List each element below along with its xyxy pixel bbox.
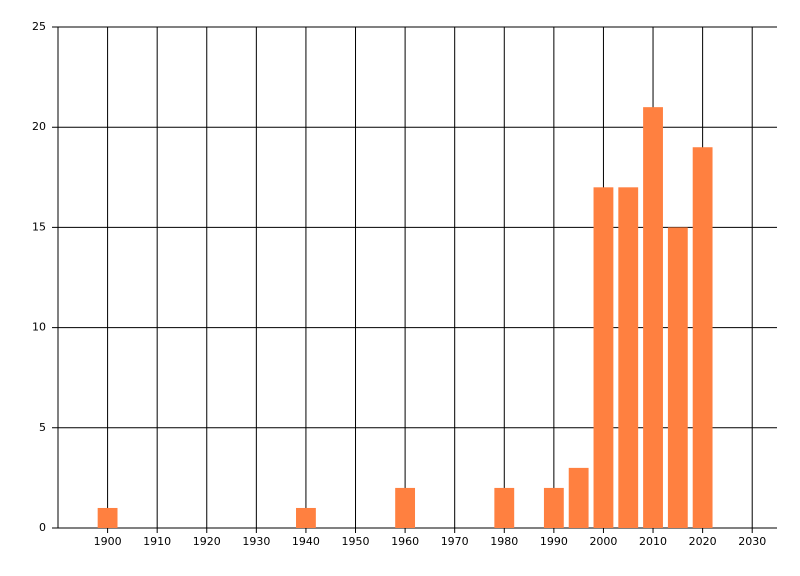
y-tick-label: 20	[32, 120, 46, 133]
bar	[568, 467, 589, 528]
x-tick-label: 1900	[94, 535, 122, 548]
x-tick-label: 1920	[193, 535, 221, 548]
bar	[692, 147, 713, 529]
bar	[667, 227, 688, 528]
x-tick-label: 1910	[143, 535, 171, 548]
x-tick-label: 1940	[292, 535, 320, 548]
x-tick-label: 1970	[441, 535, 469, 548]
x-tick-label: 2010	[639, 535, 667, 548]
bar	[395, 487, 416, 528]
x-tick-label: 2030	[738, 535, 766, 548]
bar	[296, 507, 316, 528]
bar	[543, 487, 564, 528]
bar	[97, 507, 118, 528]
bar	[494, 487, 515, 528]
x-tick-label: 1960	[391, 535, 419, 548]
x-tick-label: 1980	[490, 535, 518, 548]
y-tick-label: 0	[39, 521, 46, 534]
y-tick-label: 5	[39, 421, 46, 434]
x-tick-label: 2000	[589, 535, 617, 548]
bar	[643, 107, 663, 528]
x-tick-label: 1930	[242, 535, 270, 548]
y-tick-label: 15	[32, 220, 46, 233]
x-tick-label: 1990	[540, 535, 568, 548]
x-tick-label: 1950	[342, 535, 370, 548]
x-tick-label: 2020	[689, 535, 717, 548]
bar	[593, 187, 614, 528]
y-tick-label: 25	[32, 20, 46, 33]
bar	[618, 187, 639, 528]
y-tick-label: 10	[32, 321, 46, 334]
